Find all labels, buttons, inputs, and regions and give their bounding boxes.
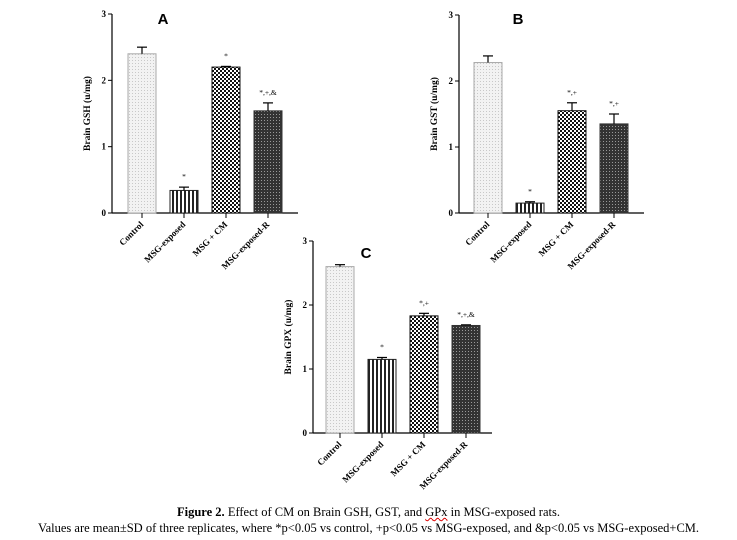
y-tick-label: 3 xyxy=(449,10,454,20)
panel-title: C xyxy=(361,245,372,262)
significance-label: *,+,& xyxy=(457,310,475,319)
y-tick-label: 2 xyxy=(102,75,107,85)
x-tick-label: MSG-exposed xyxy=(340,439,385,484)
y-tick-label: 1 xyxy=(303,364,308,374)
x-tick-label: MSG-exposed xyxy=(142,219,187,264)
panel-title: B xyxy=(513,11,524,28)
figure-caption-note: Values are mean±SD of three replicates, … xyxy=(37,521,700,535)
significance-label: *,+,& xyxy=(259,88,277,97)
figure-label: Figure 2. xyxy=(177,505,225,519)
significance-label: *,+ xyxy=(609,99,619,108)
y-tick-label: 2 xyxy=(449,76,454,86)
significance-label: *,+ xyxy=(567,88,577,97)
bar-control xyxy=(325,266,355,434)
bar-msg-exposed xyxy=(515,202,545,214)
y-axis-label: Brain GSH (u/mg) xyxy=(82,76,93,151)
significance-label: * xyxy=(528,187,532,196)
caption-title-text-end: in MSG-exposed rats. xyxy=(447,505,560,519)
y-axis-label: Brain GST (u/mg) xyxy=(429,77,440,151)
y-tick-label: 0 xyxy=(449,208,454,218)
x-tick-label: Control xyxy=(315,439,344,468)
panel-a: A 0 1 2 3 Brain GSH (u/mg) Control * MSG-exposed… xyxy=(82,9,298,271)
panel-title: A xyxy=(158,11,169,28)
y-tick-label: 3 xyxy=(102,9,107,19)
bar-control xyxy=(473,62,503,214)
y-tick-label: 0 xyxy=(303,428,308,438)
bar-msg-cm xyxy=(409,315,439,434)
y-tick-label: 2 xyxy=(303,300,308,310)
bar-msg-cm xyxy=(557,110,587,214)
caption-title-text: Effect of CM on Brain GSH, GST, and xyxy=(224,505,426,519)
bar-msg-exposed-r xyxy=(451,324,481,434)
y-tick-label: 0 xyxy=(102,208,107,218)
y-tick-label: 3 xyxy=(303,236,308,246)
panel-c: C 0 1 2 3 Brain GPX (u/mg) Control * MSG-exposed… xyxy=(283,236,492,491)
x-tick-label: MSG + CM xyxy=(536,219,575,258)
bar-msg-exposed-r xyxy=(253,110,283,214)
x-tick-label: MSG + CM xyxy=(190,219,229,258)
x-tick-label: Control xyxy=(117,219,146,248)
figure-caption-title: Figure 2. Effect of CM on Brain GSH, GST… xyxy=(0,505,737,520)
x-tick-label: Control xyxy=(463,219,492,248)
x-tick-label: MSG-exposed xyxy=(488,219,533,264)
panel-b: B 0 1 2 3 Brain GST (u/mg) Control * MSG-exposed… xyxy=(429,10,644,271)
bar-msg-exposed xyxy=(169,189,199,214)
figure-panels: A 0 1 2 3 Brain GSH (u/mg) Control * MSG-exposed… xyxy=(82,9,644,491)
y-axis-label: Brain GPX (u/mg) xyxy=(283,300,294,375)
bar-msg-exposed xyxy=(367,358,397,434)
caption-title-flagged-word: GPx xyxy=(425,505,448,519)
significance-label: * xyxy=(380,342,384,351)
significance-label: * xyxy=(182,172,186,181)
y-tick-label: 1 xyxy=(449,142,454,152)
y-tick-label: 1 xyxy=(102,142,107,152)
bar-msg-cm xyxy=(211,66,241,214)
x-tick-label: MSG + CM xyxy=(388,439,427,478)
significance-label: *,+ xyxy=(419,298,429,307)
significance-label: * xyxy=(224,51,228,60)
bar-msg-exposed-r xyxy=(599,123,629,214)
bar-control xyxy=(127,53,157,214)
